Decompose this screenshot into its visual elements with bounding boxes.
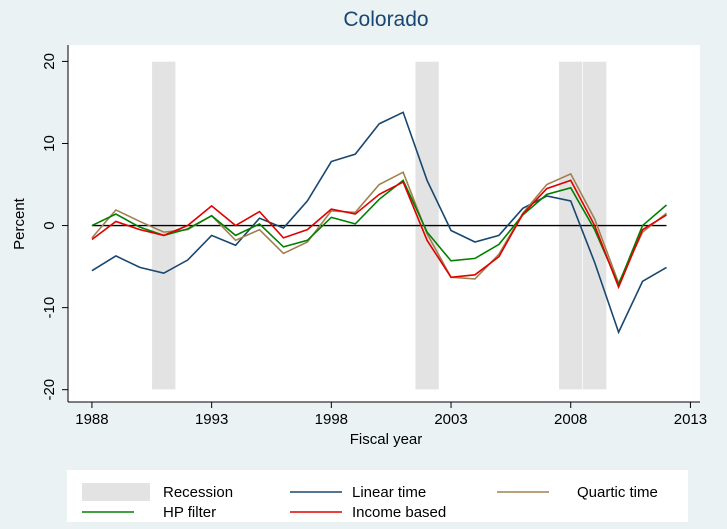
x-tick-label: 2008 [554,411,587,428]
legend-label: Recession [163,484,233,501]
legend-label: Linear time [352,484,426,501]
x-axis-label: Fiscal year [350,431,423,448]
x-tick-label: 2013 [674,411,707,428]
y-tick-label: -20 [41,379,58,401]
legend-swatch [82,483,150,501]
chart-title: Colorado [343,8,428,31]
x-tick-label: 2003 [434,411,467,428]
series-line [91,179,667,290]
legend-label: Income based [352,504,446,521]
x-tick-label: 1988 [75,411,108,428]
x-tick-label: 1998 [315,411,348,428]
legend-box [67,470,688,522]
y-tick-label: 10 [41,135,58,152]
series-line [91,111,667,335]
y-axis-label: Percent [11,197,28,250]
y-tick-label: 0 [41,221,58,229]
series-line [91,179,668,287]
legend-label: Quartic time [577,484,658,501]
x-tick-label: 1993 [195,411,228,428]
y-tick-label: 20 [41,53,58,70]
y-tick-label: -10 [41,297,58,319]
legend-label: HP filter [163,504,216,521]
